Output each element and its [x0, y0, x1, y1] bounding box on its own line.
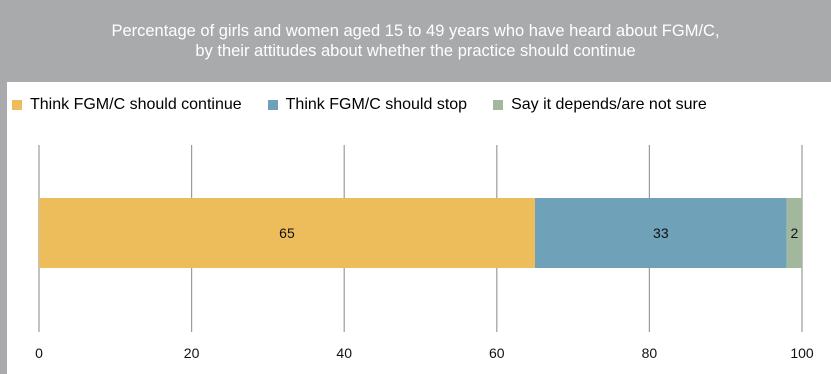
data-label-2: 33 — [653, 225, 669, 241]
data-label-3: 2 — [790, 225, 798, 241]
legend-item-depends: Say it depends/are not sure — [493, 96, 707, 114]
x-tick-label-20: 20 — [184, 345, 200, 361]
left-accent-bar — [0, 82, 7, 374]
bar-segment-3 — [786, 198, 802, 268]
legend-item-continue: Think FGM/C should continue — [12, 96, 242, 114]
legend-label-depends: Say it depends/are not sure — [511, 96, 707, 113]
x-tick-label-60: 60 — [489, 345, 505, 361]
chart-title-banner: Percentage of girls and women aged 15 to… — [0, 0, 831, 82]
x-tick-label-0: 0 — [35, 345, 43, 361]
legend-swatch-continue — [12, 100, 22, 110]
legend: Think FGM/C should continue Think FGM/C … — [12, 94, 707, 116]
x-tick-label-40: 40 — [336, 345, 352, 361]
bar-segment-2 — [534, 198, 787, 268]
chart-title-line-1: Percentage of girls and women aged 15 to… — [111, 22, 720, 40]
bar-segment-1 — [39, 198, 535, 268]
legend-label-continue: Think FGM/C should continue — [30, 96, 242, 113]
x-tick-label-80: 80 — [642, 345, 658, 361]
x-tick-label-100: 100 — [790, 345, 814, 361]
legend-item-stop: Think FGM/C should stop — [267, 96, 468, 114]
chart-title-line-2: by their attitudes about whether the pra… — [195, 42, 636, 60]
legend-swatch-stop — [267, 100, 278, 110]
data-label-1: 65 — [279, 225, 295, 241]
legend-swatch-depends — [493, 100, 504, 110]
legend-label-stop: Think FGM/C should stop — [285, 96, 468, 113]
